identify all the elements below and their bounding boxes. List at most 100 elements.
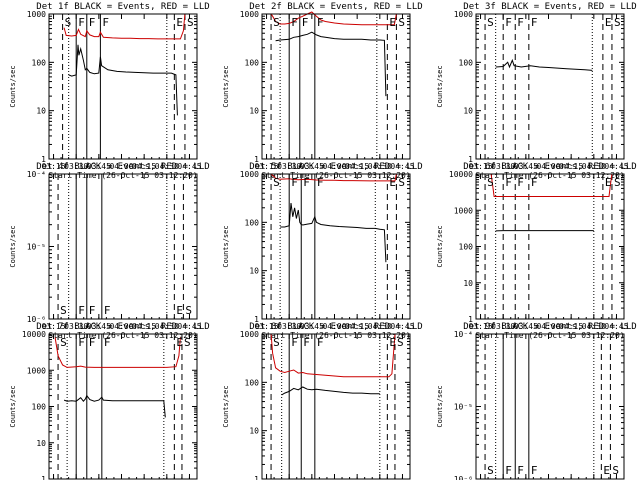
- y-axis-label: Counts/sec: [222, 385, 230, 427]
- events-series-line: [276, 32, 386, 96]
- marker-label: F: [303, 176, 310, 189]
- marker-label: S: [65, 16, 72, 29]
- y-tick-label: 10⁻⁴: [454, 330, 473, 339]
- marker-label: F: [505, 16, 512, 29]
- y-tick-label: 1000: [454, 206, 473, 215]
- marker-label: F: [531, 464, 538, 477]
- y-tick-label: 1000: [240, 330, 259, 339]
- y-tick-label: 1000: [27, 366, 46, 375]
- marker-label: E: [605, 16, 612, 29]
- marker-label: F: [302, 16, 309, 29]
- marker-label: F: [104, 336, 111, 349]
- y-axis-label: Counts/sec: [222, 65, 230, 107]
- panel-title: Det 7f BLACK = Events, RED = LLD: [36, 322, 209, 332]
- y-axis-label: Counts/sec: [9, 385, 17, 427]
- marker-label: F: [89, 304, 96, 317]
- marker-label: E: [176, 336, 183, 349]
- events-series-line: [69, 45, 178, 116]
- marker-label: F: [531, 176, 538, 189]
- marker-label: E: [389, 336, 396, 349]
- marker-label: F: [78, 16, 85, 29]
- marker-label: F: [317, 176, 324, 189]
- marker-label: F: [291, 16, 298, 29]
- marker-label: S: [60, 336, 67, 349]
- x-axis-label: Start Time (26-Oct-15 03:12:20): [261, 331, 410, 340]
- y-tick-label: 10: [36, 439, 46, 448]
- y-axis-label: Counts/sec: [436, 65, 444, 107]
- y-tick-label: 1000: [240, 170, 259, 179]
- x-axis-label: Start Time (26-Oct-15 03:12:20): [48, 171, 197, 180]
- marker-label: E: [176, 16, 183, 29]
- marker-label: F: [505, 176, 512, 189]
- y-tick-label: 100: [245, 378, 260, 387]
- marker-label: S: [612, 464, 619, 477]
- y-tick-label: 1000: [240, 10, 259, 19]
- y-tick-label: 10: [249, 107, 259, 116]
- events-series-line: [280, 203, 386, 262]
- lld-series-line: [55, 338, 180, 368]
- y-tick-label: 100: [459, 243, 474, 252]
- y-tick-label: 100: [459, 58, 474, 67]
- marker-label: F: [517, 176, 524, 189]
- marker-label: S: [185, 304, 192, 317]
- marker-label: S: [614, 176, 621, 189]
- marker-label: F: [317, 16, 324, 29]
- y-axis-label: Counts/sec: [222, 225, 230, 267]
- y-axis-label: Counts/sec: [436, 225, 444, 267]
- y-axis-label: Counts/sec: [9, 65, 17, 107]
- y-tick-label: 10⁻⁴: [27, 170, 46, 179]
- y-tick-label: 1: [41, 475, 46, 480]
- x-axis-label: Start Time (26-Oct-15 03:12:20): [475, 331, 624, 340]
- plot-frame: [476, 14, 624, 159]
- marker-label: S: [273, 16, 280, 29]
- marker-label: S: [273, 336, 280, 349]
- marker-label: S: [487, 176, 494, 189]
- marker-label: S: [614, 16, 621, 29]
- marker-label: S: [398, 16, 405, 29]
- marker-label: F: [517, 16, 524, 29]
- marker-label: E: [603, 464, 610, 477]
- events-series-line: [496, 60, 593, 70]
- y-tick-label: 100: [32, 58, 47, 67]
- panel-title: Det 2f BLACK = Events, RED = LLD: [249, 2, 422, 12]
- events-series-line: [282, 387, 380, 395]
- marker-label: F: [505, 464, 512, 477]
- marker-label: S: [187, 16, 194, 29]
- marker-label: F: [78, 336, 85, 349]
- y-axis-label: Counts/sec: [436, 385, 444, 427]
- marker-label: S: [60, 304, 67, 317]
- panel-title: Det 6f BLACK = Events, RED = LLD: [463, 162, 636, 172]
- y-tick-label: 100: [245, 58, 260, 67]
- y-tick-label: 1: [254, 475, 259, 480]
- marker-label: F: [104, 304, 111, 317]
- y-tick-label: 10000: [449, 170, 473, 179]
- panel-title: Det 8f BLACK = Events, RED = LLD: [249, 322, 422, 332]
- panel-title: Det 3f BLACK = Events, RED = LLD: [463, 2, 636, 12]
- y-tick-label: 10⁻⁵: [454, 403, 473, 412]
- panel-title: Det 4f BLACK = Events, RED = LLD: [36, 162, 209, 172]
- x-axis-label: Start Time (26-Oct-15 03:12:20): [475, 171, 624, 180]
- marker-label: S: [273, 176, 280, 189]
- marker-label: E: [389, 16, 396, 29]
- marker-label: F: [317, 336, 324, 349]
- y-tick-label: 10: [463, 107, 473, 116]
- marker-label: S: [398, 176, 405, 189]
- y-tick-label: 100: [245, 218, 260, 227]
- marker-label: F: [303, 336, 310, 349]
- panel-title: Det 9f BLACK = Events, RED = LLD: [463, 322, 636, 332]
- y-tick-label: 10: [249, 427, 259, 436]
- y-axis-label: Counts/sec: [9, 225, 17, 267]
- marker-label: F: [291, 176, 298, 189]
- marker-label: E: [389, 176, 396, 189]
- y-tick-label: 100: [32, 403, 47, 412]
